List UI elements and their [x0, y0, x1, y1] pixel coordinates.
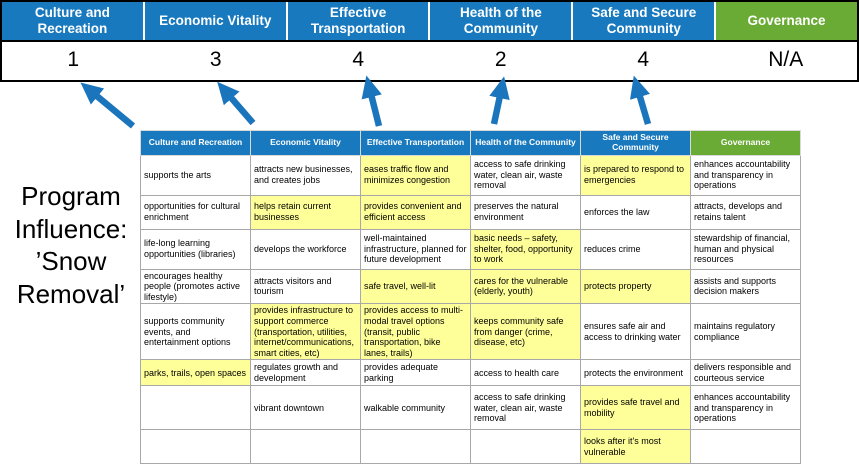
matrix-row: opportunities for cultural enrichment hel… — [140, 194, 801, 230]
arrow-safe-icon — [630, 75, 652, 125]
matrix-cell: provides adequate parking — [360, 359, 471, 387]
scoreboard-header: Effective Transportation — [287, 2, 429, 40]
matrix-cell: enhances accountability and transparency… — [690, 385, 801, 431]
matrix-column-header: Culture and Recreation — [140, 130, 251, 156]
influence-arrows — [80, 75, 652, 129]
arrow-culture-icon — [80, 82, 136, 129]
scoreboard-header: Safe and Secure Community — [573, 2, 715, 40]
matrix-cell: ensures safe air and access to drinking … — [580, 303, 691, 361]
matrix-cell-highlighted: provides safe travel and mobility — [580, 385, 691, 431]
matrix-cell: access to health care — [470, 359, 581, 387]
matrix-cell: supports community events, and entertain… — [140, 303, 251, 361]
matrix-cell-highlighted: looks after it's most vulnerable — [580, 429, 691, 465]
scoreboard: Culture and Recreation Economic Vitality E… — [0, 0, 859, 82]
matrix-cell: reduces crime — [580, 228, 691, 270]
matrix-row: supports the arts attracts new businesses… — [140, 154, 801, 196]
matrix-cell-highlighted: cares for the vulnerable (elderly, youth… — [470, 268, 581, 305]
matrix-column-header: Governance — [690, 130, 801, 156]
matrix-cell: regulates growth and development — [250, 359, 361, 387]
matrix-cell — [360, 429, 471, 465]
matrix-cell-highlighted: provides access to multi-modal travel op… — [360, 303, 471, 361]
matrix-cell — [140, 385, 251, 431]
matrix-cell-highlighted: keeps community safe from danger (crime,… — [470, 303, 581, 361]
program-title: Program Influence: ’Snow Removal’ — [14, 181, 128, 309]
matrix-cell — [250, 429, 361, 465]
matrix-cell: enhances accountability and transparency… — [690, 154, 801, 196]
matrix-cell: develops the workforce — [250, 228, 361, 270]
matrix-cell: preserves the natural environment — [470, 194, 581, 230]
matrix-row: life-long learning opportunities (librar… — [140, 228, 801, 270]
matrix-cell: vibrant downtown — [250, 385, 361, 431]
scoreboard-header: Economic Vitality — [144, 2, 286, 40]
scoreboard-score: 2 — [494, 48, 507, 71]
matrix-head: Culture and Recreation Economic Vitality E… — [140, 130, 801, 156]
matrix-cell-highlighted: provides convenient and efficient access — [360, 194, 471, 230]
matrix-row: encourages healthy people (promotes acti… — [140, 268, 801, 305]
matrix-cell: attracts visitors and tourism — [250, 268, 361, 305]
matrix-cell — [470, 429, 581, 465]
matrix-cell: life-long learning opportunities (librar… — [140, 228, 251, 270]
matrix-cell — [690, 429, 801, 465]
matrix-cell: protects the environment — [580, 359, 691, 387]
matrix-cell-highlighted: helps retain current businesses — [250, 194, 361, 230]
scoreboard-score: 3 — [209, 48, 222, 71]
matrix-row: looks after it's most vulnerable — [140, 429, 801, 465]
matrix-cell: access to safe drinking water, clean air… — [470, 154, 581, 196]
matrix-cell: access to safe drinking water, clean air… — [470, 385, 581, 431]
matrix-cell-highlighted: safe travel, well-lit — [360, 268, 471, 305]
matrix-row: supports community events, and entertain… — [140, 303, 801, 361]
matrix-column-header: Effective Transportation — [360, 130, 471, 156]
matrix-cell: supports the arts — [140, 154, 251, 196]
scoreboard-score: 1 — [67, 48, 80, 71]
scoreboard-header: Culture and Recreation — [2, 2, 143, 40]
matrix-cell: enforces the law — [580, 194, 691, 230]
matrix-cell: assists and supports decision makers — [690, 268, 801, 305]
matrix-cell-highlighted: basic needs – safety, shelter, food, opp… — [470, 228, 581, 270]
matrix-cell: well-maintained infrastructure, planned … — [360, 228, 471, 270]
scoreboard-score: N/A — [768, 48, 804, 71]
matrix-cell: encourages healthy people (promotes acti… — [140, 268, 251, 305]
matrix-cell: stewardship of financial, human and phys… — [690, 228, 801, 270]
matrix-row: parks, trails, open spaces regulates grow… — [140, 359, 801, 387]
matrix-cell: maintains regulatory compliance — [690, 303, 801, 361]
matrix-body: supports the arts attracts new businesses… — [140, 154, 801, 465]
matrix-column-header: Economic Vitality — [250, 130, 361, 156]
matrix-cell-highlighted: is prepared to respond to emergencies — [580, 154, 691, 196]
scoreboard-header: Governance — [716, 2, 857, 40]
matrix-row: vibrant downtown walkable community access… — [140, 385, 801, 431]
arrow-transportation-icon — [361, 75, 383, 127]
scoreboard-scores: 1 3 4 2 4 N/A — [2, 40, 857, 80]
matrix-cell: opportunities for cultural enrichment — [140, 194, 251, 230]
matrix-cell-highlighted: protects property — [580, 268, 691, 305]
matrix-column-header: Safe and Secure Community — [580, 130, 691, 156]
arrow-health-icon — [489, 76, 510, 125]
matrix-cell: delivers responsible and courteous servi… — [690, 359, 801, 387]
influence-matrix: Culture and Recreation Economic Vitality E… — [140, 130, 801, 465]
scoreboard-header: Health of the Community — [430, 2, 572, 40]
matrix-cell-highlighted: provides infrastructure to support comme… — [250, 303, 361, 361]
arrow-economic-icon — [217, 81, 256, 126]
matrix-column-header: Health of the Community — [470, 130, 581, 156]
scoreboard-score: 4 — [352, 48, 365, 71]
scoreboard-score: 4 — [637, 48, 650, 71]
matrix-cell: attracts new businesses, and creates job… — [250, 154, 361, 196]
matrix-cell-highlighted: eases traffic flow and minimizes congest… — [360, 154, 471, 196]
matrix-cell: walkable community — [360, 385, 471, 431]
matrix-cell — [140, 429, 251, 465]
matrix-cell: attracts, develops and retains talent — [690, 194, 801, 230]
scoreboard-headers: Culture and Recreation Economic Vitality E… — [2, 2, 857, 40]
matrix-cell-highlighted: parks, trails, open spaces — [140, 359, 251, 387]
